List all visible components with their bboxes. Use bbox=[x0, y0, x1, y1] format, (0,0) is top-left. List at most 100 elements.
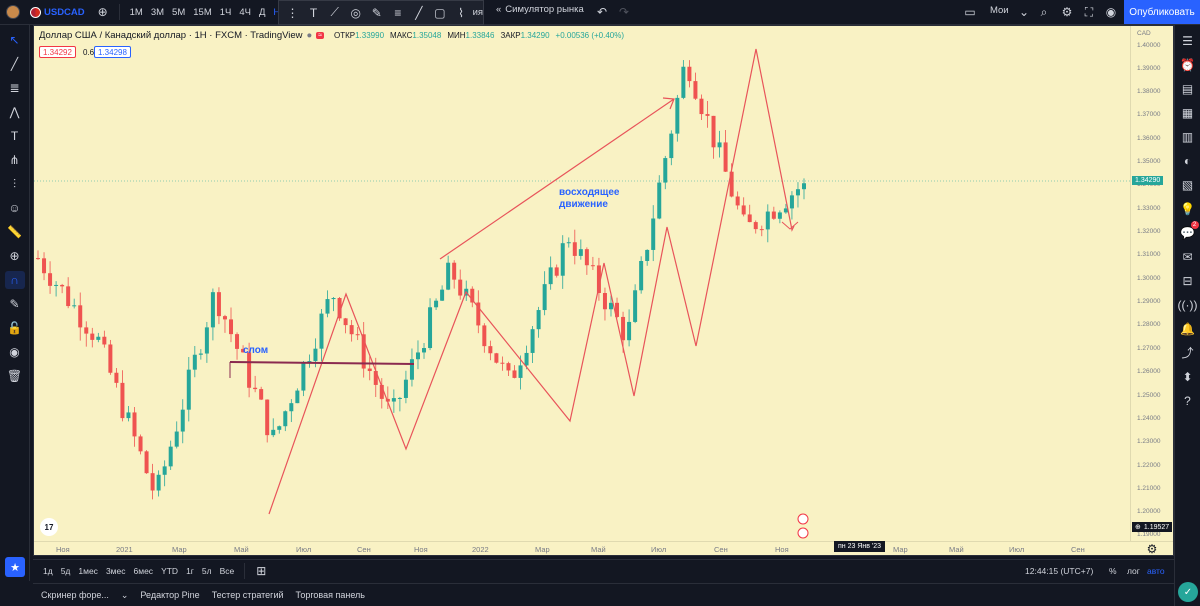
range-6m[interactable]: 6мес bbox=[133, 565, 154, 576]
range-ytd[interactable]: YTD bbox=[161, 565, 179, 576]
goto-date-icon[interactable]: ⊞ bbox=[256, 563, 267, 578]
text-tool-icon[interactable]: T bbox=[309, 5, 318, 20]
ideas-icon[interactable]: ◐ bbox=[1183, 153, 1192, 168]
range-1d[interactable]: 1д bbox=[43, 565, 53, 576]
rectangle-tool-icon[interactable]: ▢ bbox=[434, 5, 446, 20]
axis-settings-gear-icon[interactable]: ⚙ bbox=[1146, 542, 1158, 556]
interval-4h[interactable]: 4Ч bbox=[239, 6, 251, 18]
eye-icon[interactable]: ◉ bbox=[9, 345, 20, 359]
alerts-clock-icon[interactable]: ⏰ bbox=[1180, 57, 1195, 72]
settings-gear-icon[interactable]: ⚙ bbox=[1061, 5, 1073, 19]
lock-drawing-icon[interactable]: ✎ bbox=[9, 297, 20, 311]
magnet-icon[interactable]: ∩ bbox=[4, 271, 25, 289]
fib-tool-icon[interactable]: ≣ bbox=[9, 81, 20, 95]
tab-trading-panel[interactable]: Торговая панель bbox=[295, 590, 365, 600]
watchlist-icon[interactable]: ☰ bbox=[1182, 33, 1193, 48]
ruler-icon[interactable]: 📏 bbox=[7, 225, 22, 239]
screener-icon[interactable]: ⊟ bbox=[1182, 273, 1193, 288]
interval-15m[interactable]: 15М bbox=[193, 6, 212, 18]
rising-trend-arrow bbox=[439, 98, 675, 260]
shield-check-icon[interactable]: ✓ bbox=[1178, 582, 1198, 602]
help-icon[interactable]: ? bbox=[1184, 393, 1191, 408]
plus-icon[interactable]: ⊕ bbox=[1135, 524, 1141, 531]
forecast-tool-icon[interactable]: ⋔ bbox=[9, 153, 20, 167]
auto-toggle[interactable]: авто bbox=[1147, 566, 1165, 576]
close-value: 1.34290 bbox=[520, 31, 550, 40]
sell-price-box[interactable]: 1.34292 bbox=[39, 46, 76, 58]
search-icon[interactable]: ⌕ bbox=[1040, 4, 1048, 19]
range-1y[interactable]: 1г bbox=[186, 565, 194, 576]
alert-badge-icon[interactable]: ≈ bbox=[316, 32, 325, 39]
interval-week[interactable]: Н bbox=[273, 6, 281, 18]
news-icon[interactable]: ▧ bbox=[1181, 177, 1194, 192]
range-5y[interactable]: 5л bbox=[201, 565, 212, 576]
percent-toggle[interactable]: % bbox=[1109, 566, 1117, 576]
interval-3m[interactable]: 3М bbox=[150, 6, 165, 18]
line-style-icon[interactable]: ≡ bbox=[394, 5, 402, 20]
interval-1m[interactable]: 1М bbox=[129, 6, 143, 18]
symbol-search-button[interactable]: USDCAD bbox=[30, 6, 85, 18]
notifications-bell-icon[interactable]: 🔔 bbox=[1180, 321, 1195, 336]
brush-icon[interactable]: ⟋ bbox=[330, 5, 339, 19]
range-all[interactable]: Все bbox=[219, 565, 235, 576]
lock-icon[interactable]: 🔓 bbox=[7, 321, 22, 335]
text-annotation-icon[interactable]: T bbox=[10, 129, 19, 143]
zoom-icon[interactable]: ⊕ bbox=[9, 249, 20, 263]
interval-1h[interactable]: 1Ч bbox=[219, 6, 232, 18]
time-axis[interactable]: Ноя 2021 Мар Май Июл Сен Ноя 2022 Мар Ма… bbox=[34, 541, 1173, 556]
circle-tool-icon[interactable]: ◎ bbox=[350, 5, 361, 20]
emoji-icon[interactable]: ☺ bbox=[8, 201, 21, 215]
fullscreen-icon[interactable]: ⛶ bbox=[1084, 4, 1094, 19]
redo-icon[interactable]: ↷ bbox=[618, 5, 630, 19]
measure-group-icon[interactable]: ⫶ bbox=[12, 176, 16, 191]
streams-icon[interactable]: ((·)) bbox=[1177, 297, 1198, 312]
range-1m[interactable]: 1мес bbox=[78, 565, 98, 576]
tab-strategy-tester[interactable]: Тестер стратегий bbox=[211, 590, 284, 600]
trading-icon[interactable]: ⤴ bbox=[1181, 346, 1194, 360]
legend-title: Доллар США / Канадский доллар · 1Н · FXC… bbox=[39, 30, 303, 41]
drag-handle-icon[interactable]: ⋮ bbox=[286, 5, 299, 20]
camera-icon[interactable]: ◉ bbox=[1105, 5, 1117, 19]
chart-pane[interactable]: Доллар США / Канадский доллар · 1Н · FXC… bbox=[33, 25, 1174, 556]
undo-icon[interactable]: ↶ bbox=[596, 5, 608, 19]
clock-time[interactable]: 12:44:15 (UTC+7) bbox=[1025, 566, 1094, 576]
favorites-star-icon[interactable]: ★ bbox=[5, 557, 25, 577]
compare-add-icon[interactable]: ⊕ bbox=[97, 5, 108, 19]
trend-line-icon[interactable]: ╱ bbox=[415, 5, 423, 20]
rising-movement-label[interactable]: восходящее движение bbox=[559, 187, 620, 210]
price-axis[interactable]: CAD 1.40000 1.39000 1.38000 1.37000 1.36… bbox=[1130, 26, 1173, 541]
messages-icon[interactable]: ✉ bbox=[1182, 249, 1193, 264]
dom-icon[interactable]: ⬍ bbox=[1182, 369, 1193, 384]
range-5d[interactable]: 5д bbox=[60, 565, 71, 576]
buy-price-box[interactable]: 1.34298 bbox=[94, 46, 131, 58]
interval-5m[interactable]: 5М bbox=[172, 6, 186, 18]
chat-icon[interactable]: 💬 2 bbox=[1179, 221, 1199, 242]
trend-line-tool-icon[interactable]: ╱ bbox=[10, 57, 19, 71]
layout-dropdown-chevron-icon[interactable]: ⌄ bbox=[1018, 5, 1030, 19]
range-3m[interactable]: 3мес bbox=[105, 565, 126, 576]
layout-icon[interactable]: ▭ bbox=[964, 5, 976, 19]
tab-pine-editor[interactable]: Редактор Pine bbox=[140, 590, 200, 600]
candle-body bbox=[36, 258, 40, 260]
eye-toggle-icon[interactable]: ● bbox=[306, 30, 313, 41]
data-window-icon[interactable]: ▤ bbox=[1181, 81, 1194, 96]
interval-day[interactable]: Д bbox=[258, 6, 266, 18]
candle-body bbox=[735, 196, 740, 206]
pencil-icon[interactable]: ✎ bbox=[371, 5, 382, 20]
break-label[interactable]: слом bbox=[243, 345, 269, 356]
user-avatar[interactable] bbox=[6, 5, 20, 19]
market-replay-button[interactable]: « Симулятор рынка bbox=[496, 4, 584, 15]
layout-name[interactable]: Мои bbox=[990, 5, 1009, 16]
hotlists-icon[interactable]: ▦ bbox=[1181, 105, 1194, 120]
tab-forex-screener[interactable]: Скринер форе... bbox=[41, 590, 109, 600]
trash-icon[interactable]: 🗑 bbox=[6, 369, 23, 383]
pattern-tool-icon[interactable]: ⋀ bbox=[9, 105, 20, 119]
publish-button[interactable]: Опубликовать bbox=[1124, 0, 1200, 24]
cursor-icon[interactable]: ↖ bbox=[9, 33, 20, 47]
calendar-icon[interactable]: ▥ bbox=[1181, 129, 1194, 144]
log-toggle[interactable]: лог bbox=[1127, 566, 1140, 576]
path-tool-icon[interactable]: ⌇ bbox=[458, 5, 464, 20]
tradingview-logo-icon[interactable]: 17 bbox=[40, 518, 58, 536]
lightbulb-icon[interactable]: 💡 bbox=[1180, 201, 1195, 216]
screener-dropdown-chevron-icon[interactable]: ⌄ bbox=[120, 589, 129, 600]
